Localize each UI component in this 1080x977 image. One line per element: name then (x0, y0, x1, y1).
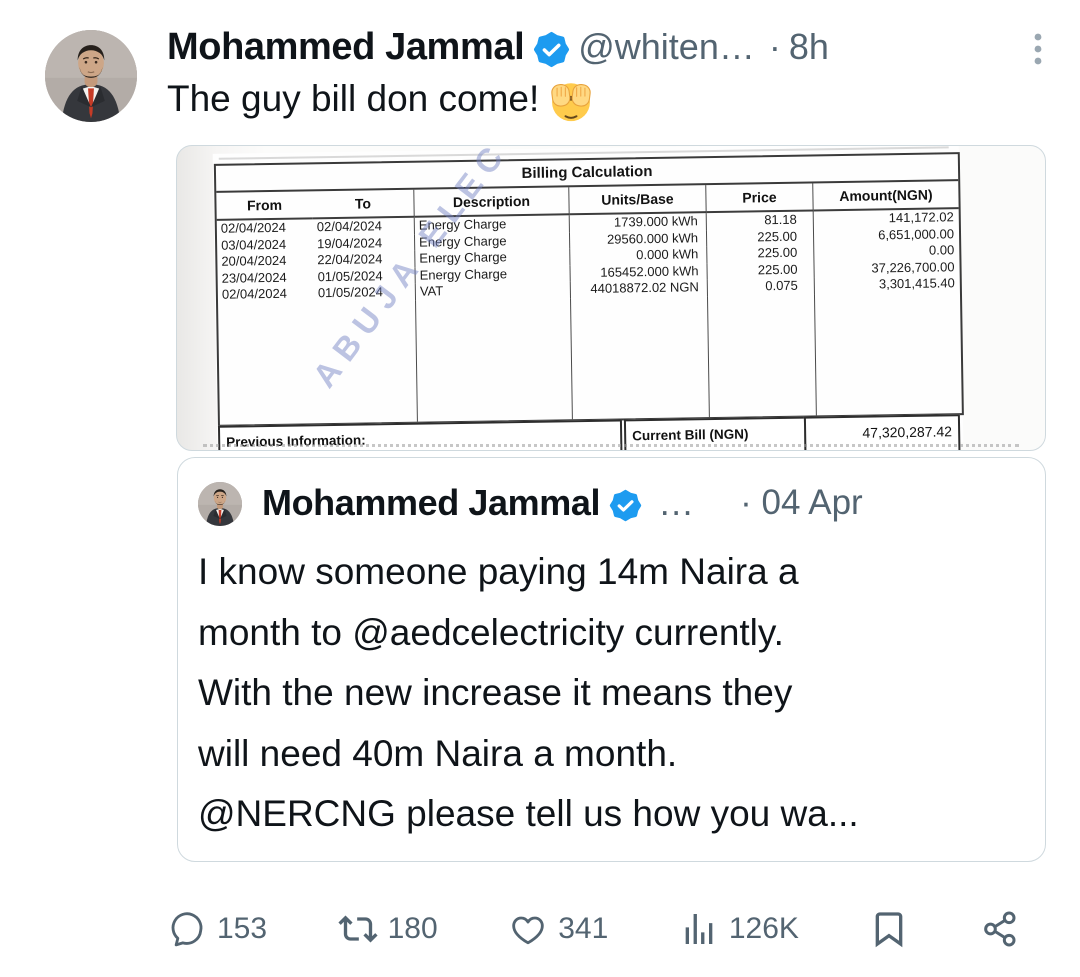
like-count: 341 (558, 912, 609, 945)
bill-cell (314, 300, 418, 423)
bill-cell: 23/04/2024 (221, 269, 287, 286)
bill-cell: 01/05/2024 (313, 267, 416, 286)
face-with-peeking-eye-emoji (551, 83, 591, 122)
bill-current-label: Current Bill (NGN) (623, 416, 807, 450)
header-separator: · (768, 26, 781, 67)
tweet-timestamp[interactable]: 8h (788, 26, 829, 67)
bill-cell: Price (706, 183, 814, 214)
bill-cell: Description (414, 187, 570, 218)
bill-cell: 81.18 (706, 211, 814, 230)
bill-cell: 225.00 (707, 260, 815, 280)
reply-button[interactable]: 153 (167, 909, 267, 949)
verified-badge-icon (533, 31, 570, 68)
quote-text-line: will need 40m Naira a month. (198, 732, 678, 774)
views-count: 126K (728, 912, 799, 945)
bookmark-icon (876, 912, 903, 948)
bill-cell: 225.00 (707, 244, 815, 263)
bill-grid: From To Description Units/Base Price Amount(N… (216, 181, 962, 424)
bill-cell: 22/04/2024 (313, 250, 416, 269)
tweet-header: Mohammed Jammal @whiten… · 8h (167, 22, 1012, 72)
bill-cell: Units/Base (569, 185, 707, 216)
bill-cell: From (216, 191, 313, 221)
quote-handle-ellipsis: … (658, 482, 695, 523)
quote-text-line: With the new increase it means they (198, 672, 793, 713)
quote-text-line: I know someone paying 14m Naira a (198, 551, 799, 592)
heart-icon (512, 916, 544, 945)
bill-cell: To (312, 189, 415, 220)
bookmark-button[interactable] (869, 909, 909, 949)
quote-text-line: month to @aedcelectricity currently. (198, 611, 784, 653)
bill-cell: 20/04/2024 (221, 252, 287, 269)
tweet-action-bar: 153 180 341 126K (167, 900, 1020, 958)
views-button[interactable]: 126K (679, 909, 799, 949)
bill-cell (815, 292, 962, 415)
quote-verified-badge-icon (609, 489, 642, 522)
repost-button[interactable]: 180 (338, 909, 438, 949)
author-name[interactable]: Mohammed Jammal (167, 25, 525, 68)
bill-cell: 02/04/2024 (220, 219, 287, 236)
repost-count: 180 (387, 912, 438, 945)
bill-cell: 02/04/2024 (221, 285, 288, 302)
bill-cell: 0.075 (707, 277, 815, 296)
bill-cell (218, 302, 316, 424)
bill-cell: 03/04/2024 (221, 236, 287, 253)
bill-cell: 02/04/2024 (312, 217, 415, 236)
quoted-tweet-card[interactable]: Mohammed Jammal … · 04 Apr I know someon… (177, 457, 1046, 862)
bill-previous-label: Previous Information: (217, 419, 623, 450)
quote-text: I know someone paying 14m Naira a month t… (198, 542, 1027, 845)
bill-image[interactable]: Billing Calculation From To Description Uni… (176, 145, 1046, 451)
like-button[interactable]: 341 (508, 909, 608, 949)
author-avatar[interactable] (45, 30, 137, 122)
repost-arrows-icon (338, 915, 378, 943)
avatar-image (45, 30, 137, 122)
bill-table: Billing Calculation From To Description Uni… (213, 152, 964, 427)
quote-author-avatar (198, 482, 242, 526)
more-button[interactable] (1026, 28, 1050, 74)
quote-date: · 04 Apr (740, 483, 863, 522)
bill-cell (707, 293, 817, 417)
bill-cell (570, 295, 710, 419)
reply-bubble-icon (171, 912, 203, 947)
bill-current-value: 47,320,287.42 (803, 414, 961, 450)
share-network-icon (984, 911, 1016, 947)
quote-avatar-image (198, 482, 242, 526)
vertical-ellipsis-icon (1034, 33, 1042, 65)
bill-scan-paper: Billing Calculation From To Description Uni… (212, 146, 964, 450)
tweet-text: The guy bill don come! (167, 74, 593, 124)
quote-text-line: @NERCNG please tell us how you wa... (198, 793, 859, 834)
quote-author-name: Mohammed Jammal (262, 482, 601, 523)
author-handle[interactable]: @whiten… (578, 26, 755, 67)
share-button[interactable] (980, 909, 1020, 949)
reply-count: 153 (217, 912, 268, 945)
quote-header: Mohammed Jammal … · 04 Apr (262, 476, 1025, 530)
bill-cell: Amount(NGN) (813, 181, 959, 212)
bill-cell: 01/05/2024 (313, 283, 417, 302)
bar-chart-icon (685, 914, 713, 944)
bill-cell: 225.00 (706, 227, 815, 247)
bill-cell: 19/04/2024 (312, 234, 416, 253)
bill-cell (416, 297, 573, 422)
